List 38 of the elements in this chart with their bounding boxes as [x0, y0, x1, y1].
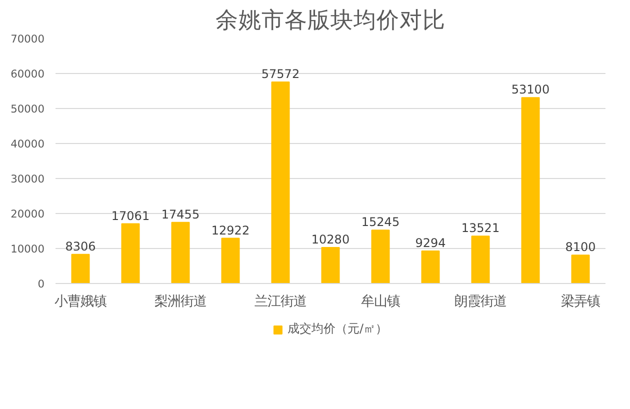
x-tick-label: 小曹娥镇 — [54, 294, 106, 310]
data-label: 53100 — [511, 82, 550, 97]
bar — [321, 247, 340, 284]
y-tick-label: 30000 — [10, 172, 45, 186]
bar — [521, 97, 540, 284]
chart-title: 余姚市各版块均价对比 — [216, 8, 446, 34]
bar — [421, 250, 440, 284]
data-label: 12922 — [211, 223, 250, 238]
data-label: 9294 — [415, 236, 446, 250]
legend-label: 成交均价（元/㎡） — [287, 320, 388, 338]
bar — [271, 82, 290, 284]
data-label: 8100 — [565, 240, 596, 254]
y-tick-label: 20000 — [10, 208, 45, 220]
y-tick-label: 10000 — [10, 242, 45, 256]
data-label: 13521 — [461, 221, 500, 236]
bar — [471, 236, 490, 284]
data-label: 57572 — [261, 67, 300, 81]
data-label: 10280 — [311, 232, 350, 247]
y-tick-label: 60000 — [10, 68, 45, 80]
y-tick-label: 70000 — [10, 32, 45, 46]
y-tick-label: 0 — [38, 278, 45, 290]
y-tick-label: 50000 — [10, 102, 45, 116]
data-label: 17061 — [111, 208, 150, 223]
bar — [221, 238, 240, 284]
data-label: 17455 — [161, 207, 200, 222]
data-label: 8306 — [65, 239, 96, 254]
y-tick-label: 40000 — [10, 138, 45, 150]
bar — [121, 223, 140, 284]
bar — [371, 230, 390, 284]
x-tick-label: 兰江街道 — [254, 294, 306, 310]
bar — [71, 254, 90, 284]
x-tick-label: 梨洲街道 — [154, 294, 206, 310]
x-tick-label: 朗霞街道 — [454, 294, 506, 310]
bar — [571, 254, 590, 284]
bar — [171, 222, 190, 284]
x-tick-label: 梁弄镇 — [561, 294, 600, 310]
data-label: 15245 — [361, 215, 400, 230]
x-tick-label: 牟山镇 — [361, 294, 400, 310]
